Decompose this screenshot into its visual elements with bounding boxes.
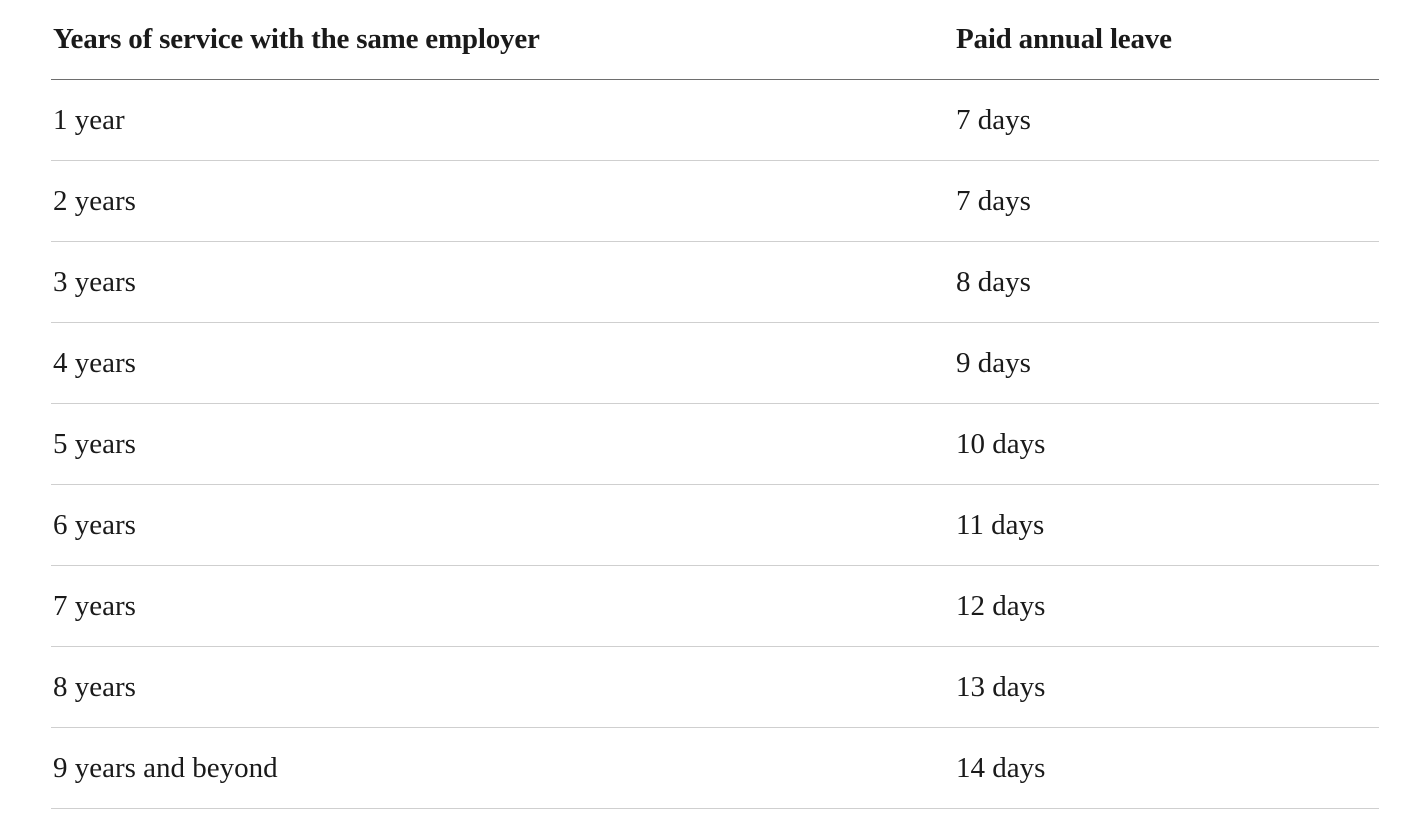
table-row: 3 years 8 days [51,241,1379,323]
cell-years: 2 years [51,160,954,242]
cell-years: 1 year [51,79,954,161]
cell-leave: 14 days [954,727,1379,809]
table-row: 9 years and beyond 14 days [51,727,1379,809]
cell-years: 4 years [51,322,954,404]
cell-leave: 13 days [954,646,1379,728]
table-row: 6 years 11 days [51,484,1379,566]
cell-leave: 7 days [954,79,1379,161]
header-years-of-service: Years of service with the same employer [51,0,954,80]
cell-years: 8 years [51,646,954,728]
cell-leave: 12 days [954,565,1379,647]
cell-leave: 10 days [954,403,1379,485]
cell-leave: 11 days [954,484,1379,566]
leave-table: Years of service with the same employer … [51,0,1379,809]
header-paid-annual-leave: Paid annual leave [954,0,1379,80]
table-row: 2 years 7 days [51,160,1379,242]
table-body: 1 year 7 days 2 years 7 days 3 years 8 d… [51,79,1379,809]
table-row: 7 years 12 days [51,565,1379,647]
leave-table-container: Years of service with the same employer … [51,0,1379,809]
cell-years: 7 years [51,565,954,647]
table-row: 8 years 13 days [51,646,1379,728]
cell-leave: 8 days [954,241,1379,323]
table-row: 1 year 7 days [51,79,1379,161]
cell-leave: 7 days [954,160,1379,242]
table-row: 5 years 10 days [51,403,1379,485]
table-row: 4 years 9 days [51,322,1379,404]
cell-years: 6 years [51,484,954,566]
cell-years: 5 years [51,403,954,485]
cell-years: 3 years [51,241,954,323]
cell-leave: 9 days [954,322,1379,404]
table-header: Years of service with the same employer … [51,0,1379,80]
cell-years: 9 years and beyond [51,727,954,809]
header-row: Years of service with the same employer … [51,0,1379,80]
